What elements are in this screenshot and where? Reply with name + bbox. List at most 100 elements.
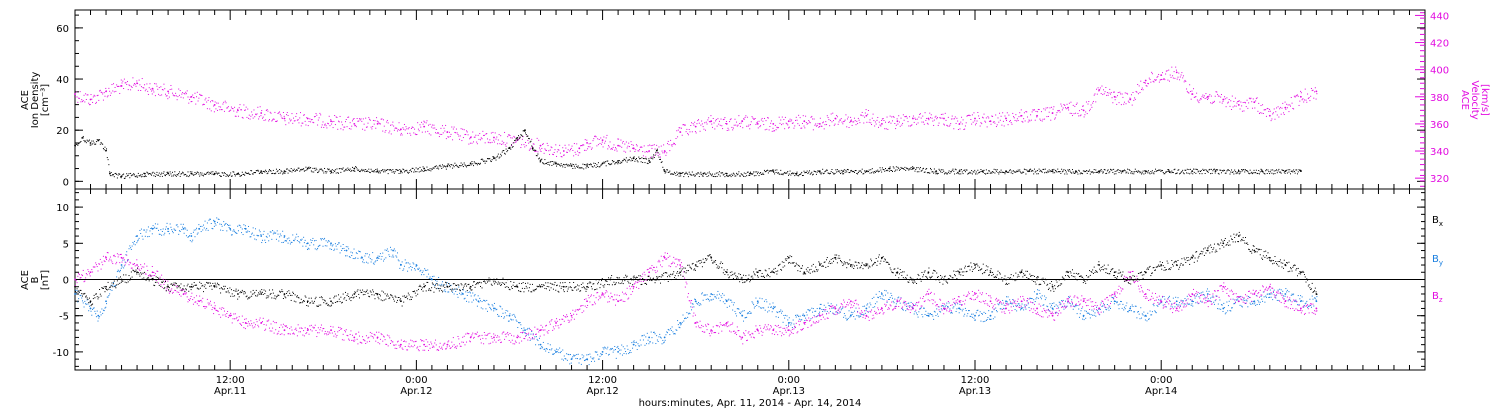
density-dot [455, 164, 457, 166]
velocity-dot [329, 125, 331, 127]
velocity-dot [563, 154, 565, 156]
by-dot [611, 348, 613, 350]
velocity-dot [76, 96, 78, 98]
density-dot [847, 169, 849, 171]
velocity-dot [912, 115, 914, 117]
density-dot [905, 169, 907, 171]
velocity-dot [1003, 125, 1005, 127]
velocity-point [1036, 114, 1038, 117]
by-point [818, 307, 821, 310]
velocity-dot [1286, 103, 1288, 105]
velocity-dot [732, 129, 734, 131]
density-dot [1290, 173, 1291, 175]
density-dot [100, 141, 102, 143]
velocity-dot [1234, 97, 1236, 99]
by-dot [483, 299, 485, 301]
velocity-dot [1309, 100, 1311, 102]
density-dot [543, 163, 545, 165]
velocity-point [803, 120, 806, 123]
velocity-point [865, 114, 868, 117]
density-dot [712, 175, 714, 177]
density-dot [241, 174, 243, 176]
velocity-dot [887, 128, 889, 130]
velocity-dot [1273, 108, 1275, 110]
density-dot [143, 172, 145, 174]
by-dot [886, 301, 888, 303]
by-dot [872, 306, 874, 308]
velocity-dot [788, 126, 790, 128]
density-dot [406, 169, 408, 171]
by-dot [290, 241, 292, 243]
velocity-dot [1137, 83, 1139, 85]
density-dot [77, 144, 79, 146]
by-dot [105, 306, 107, 308]
by-dot [619, 353, 621, 355]
density-dot [359, 171, 361, 173]
density-dot [587, 163, 589, 165]
velocity-dot [1033, 109, 1035, 111]
density-dot [102, 147, 104, 149]
density-dot [400, 170, 402, 172]
velocity-dot [157, 88, 159, 90]
by-dot [208, 219, 210, 221]
velocity-dot [977, 112, 979, 114]
by-dot [742, 310, 744, 312]
velocity-dot [494, 132, 496, 134]
by-dot [304, 239, 306, 241]
velocity-dot [384, 131, 386, 133]
by-dot [140, 232, 142, 234]
by-dot [736, 308, 738, 310]
by-dot [128, 248, 130, 250]
velocity-dot [1238, 100, 1240, 102]
velocity-dot [831, 121, 833, 123]
velocity-dot [964, 128, 966, 130]
density-dot [182, 172, 184, 174]
velocity-dot [321, 124, 323, 126]
density-dot [911, 168, 913, 170]
by-dot [285, 240, 287, 242]
density-dot [569, 164, 571, 166]
density-dot [1135, 171, 1137, 173]
density-dot [932, 171, 934, 173]
by-dot [545, 348, 547, 350]
velocity-dot [203, 103, 205, 105]
velocity-dot [200, 94, 202, 96]
density-dot [1169, 171, 1171, 173]
by-dot [326, 245, 328, 247]
velocity-dot [126, 83, 128, 85]
velocity-dot [1280, 113, 1282, 115]
velocity-dot [1081, 109, 1083, 111]
velocity-dot [695, 132, 697, 134]
density-dot [570, 165, 572, 167]
density-dot [150, 173, 152, 175]
velocity-dot [216, 109, 218, 111]
velocity-dot [1262, 112, 1264, 114]
by-dot [541, 345, 543, 347]
velocity-dot [996, 124, 998, 126]
density-dot [808, 171, 810, 173]
density-dot [1157, 170, 1159, 172]
velocity-dot [542, 143, 544, 145]
density-dot [355, 166, 357, 168]
velocity-dot [508, 134, 510, 136]
density-dot [724, 176, 726, 178]
velocity-dot [914, 117, 916, 119]
velocity-dot [1031, 111, 1033, 113]
velocity-dot [875, 123, 877, 125]
density-dot [685, 171, 687, 173]
by-dot [295, 236, 297, 238]
velocity-dot [709, 121, 711, 123]
by-dot [653, 331, 655, 333]
density-dot [484, 162, 486, 164]
density-dot [336, 168, 338, 170]
by-dot [822, 309, 824, 311]
density-dot [297, 167, 299, 169]
by-dot [182, 226, 184, 228]
density-dot [388, 169, 390, 171]
density-dot [1125, 172, 1127, 174]
density-dot [1273, 170, 1275, 172]
velocity-dot [1011, 123, 1013, 125]
velocity-dot [1282, 102, 1284, 104]
by-dot [803, 314, 805, 316]
velocity-dot [500, 135, 502, 137]
